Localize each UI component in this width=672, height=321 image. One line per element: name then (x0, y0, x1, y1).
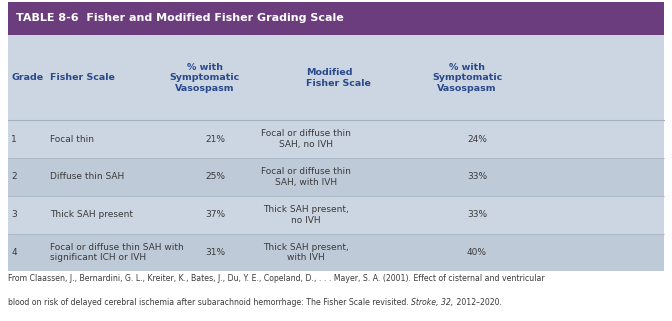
Text: 3: 3 (11, 210, 17, 219)
Text: From Claassen, J., Bernardini, G. L., Kreiter, K., Bates, J., Du, Y. E., Copelan: From Claassen, J., Bernardini, G. L., Kr… (8, 274, 545, 283)
Text: blood on risk of delayed cerebral ischemia after subarachnoid hemorrhage: The Fi: blood on risk of delayed cerebral ischem… (8, 298, 411, 307)
Text: % with
Symptomatic
Vasospasm: % with Symptomatic Vasospasm (432, 63, 502, 93)
Text: Thick SAH present,
with IVH: Thick SAH present, with IVH (263, 242, 349, 262)
FancyBboxPatch shape (8, 158, 664, 196)
Text: 24%: 24% (467, 135, 487, 144)
Text: 33%: 33% (467, 172, 487, 181)
Text: Focal thin: Focal thin (50, 135, 94, 144)
FancyBboxPatch shape (8, 2, 664, 35)
Text: 2012–2020.: 2012–2020. (454, 298, 502, 307)
Text: Diffuse thin SAH: Diffuse thin SAH (50, 172, 124, 181)
Text: 40%: 40% (467, 248, 487, 257)
Text: Focal or diffuse thin
SAH, with IVH: Focal or diffuse thin SAH, with IVH (261, 167, 351, 187)
Text: 31%: 31% (205, 248, 225, 257)
Text: Grade: Grade (11, 73, 44, 82)
Text: Stroke, 32,: Stroke, 32, (411, 298, 454, 307)
Text: 1: 1 (11, 135, 17, 144)
Text: Focal or diffuse thin
SAH, no IVH: Focal or diffuse thin SAH, no IVH (261, 129, 351, 149)
FancyBboxPatch shape (8, 120, 664, 158)
Text: 33%: 33% (467, 210, 487, 219)
Text: Focal or diffuse thin SAH with
significant ICH or IVH: Focal or diffuse thin SAH with significa… (50, 242, 184, 262)
Text: TABLE 8-6  Fisher and Modified Fisher Grading Scale: TABLE 8-6 Fisher and Modified Fisher Gra… (16, 13, 344, 23)
Text: 2: 2 (11, 172, 17, 181)
Text: % with
Symptomatic
Vasospasm: % with Symptomatic Vasospasm (170, 63, 240, 93)
FancyBboxPatch shape (8, 35, 664, 271)
Text: Thick SAH present: Thick SAH present (50, 210, 134, 219)
Text: 4: 4 (11, 248, 17, 257)
Text: Thick SAH present,
no IVH: Thick SAH present, no IVH (263, 205, 349, 225)
Text: 25%: 25% (205, 172, 225, 181)
Text: Fisher Scale: Fisher Scale (50, 73, 116, 82)
FancyBboxPatch shape (8, 234, 664, 271)
Text: 37%: 37% (205, 210, 225, 219)
Text: Modified
Fisher Scale: Modified Fisher Scale (306, 68, 371, 88)
Text: 21%: 21% (205, 135, 225, 144)
FancyBboxPatch shape (8, 196, 664, 234)
